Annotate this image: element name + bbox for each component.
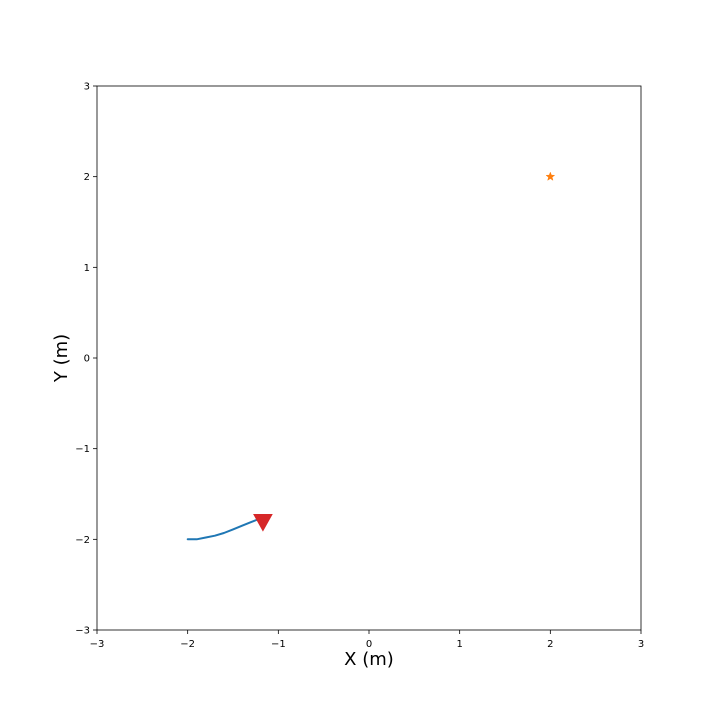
y-tick-label: −2 (75, 535, 90, 546)
y-axis-label: Y (m) (51, 334, 72, 383)
y-tick-label: 3 (84, 82, 90, 93)
plot-area (97, 86, 641, 630)
x-tick-label: 2 (547, 639, 553, 650)
x-tick-label: −3 (90, 639, 105, 650)
y-tick-label: 1 (84, 263, 90, 274)
x-axis-label: X (m) (344, 649, 394, 670)
y-tick-label: 2 (84, 172, 90, 183)
x-tick-label: −1 (271, 639, 286, 650)
x-tick-label: 3 (638, 639, 644, 650)
x-tick-label: −2 (180, 639, 195, 650)
trajectory-line (186, 517, 262, 541)
x-tick-label: 0 (366, 639, 372, 650)
y-tick-label: 0 (84, 354, 90, 365)
robot-position-marker (253, 513, 273, 532)
y-tick-label: −1 (75, 444, 90, 455)
y-ticks: −3 −2 −1 0 1 2 3 (75, 82, 97, 637)
goal-star-marker (545, 171, 556, 181)
x-ticks: −3 −2 −1 0 1 2 3 (90, 630, 644, 650)
series-layer (186, 171, 556, 541)
x-tick-label: 1 (456, 639, 462, 650)
y-tick-label: −3 (75, 626, 90, 637)
